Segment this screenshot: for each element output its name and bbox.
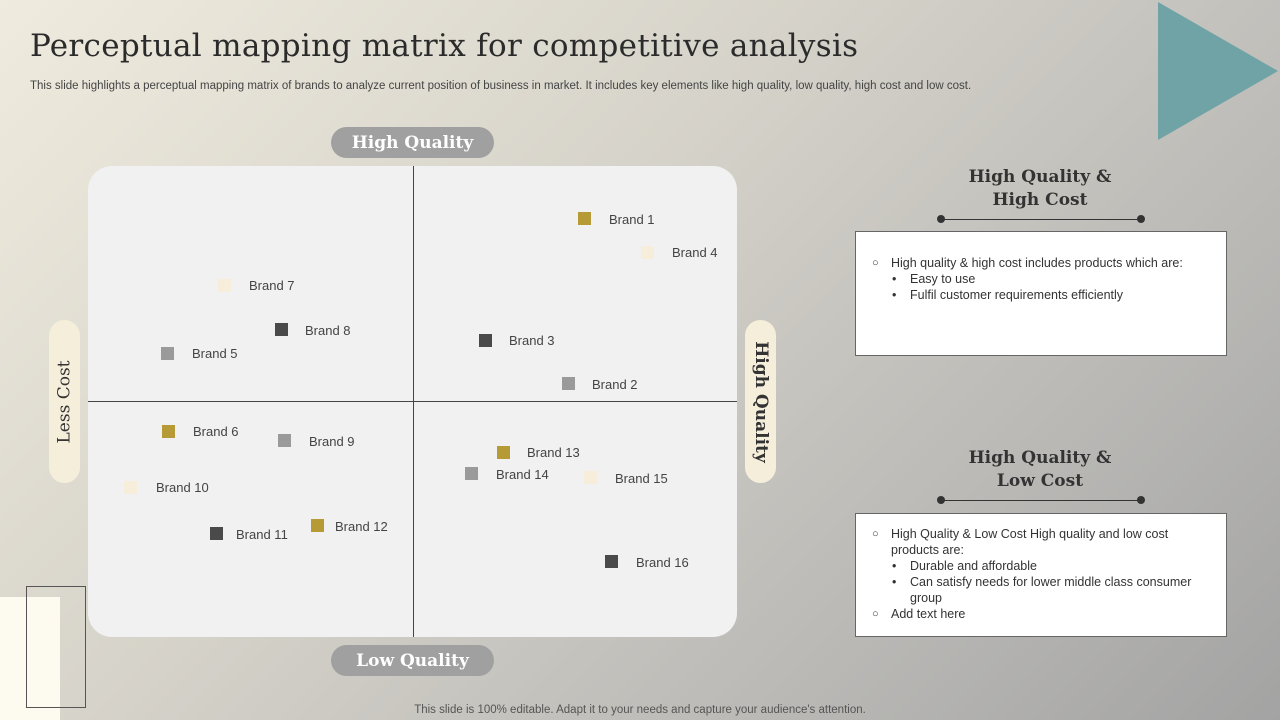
- category-high-cost-title-line2: High Cost: [992, 190, 1088, 210]
- brand-14-label: Brand 14: [496, 467, 549, 482]
- category-high-cost-intro: High quality & high cost includes produc…: [872, 255, 1208, 271]
- brand-13-marker: [497, 446, 510, 459]
- category-high-cost-title: High Quality & High Cost: [930, 166, 1150, 212]
- category-high-cost-box: High quality & high cost includes produc…: [855, 231, 1227, 356]
- category-high-cost-title-line1: High Quality &: [968, 167, 1112, 187]
- category-low-cost-intro: High Quality & Low Cost High quality and…: [872, 526, 1208, 558]
- brand-6-marker: [162, 425, 175, 438]
- brand-10-marker: [124, 481, 137, 494]
- brand-3-label: Brand 3: [509, 333, 555, 348]
- slide-footer: This slide is 100% editable. Adapt it to…: [414, 704, 866, 716]
- brand-5-label: Brand 5: [192, 346, 238, 361]
- category-low-cost-list: High Quality & Low Cost High quality and…: [872, 526, 1208, 622]
- category-low-cost-box: High Quality & Low Cost High quality and…: [855, 513, 1227, 637]
- corner-rectangle-fill-decoration: [0, 597, 60, 720]
- brand-1-marker: [578, 212, 591, 225]
- category-low-cost-bullet: Can satisfy needs for lower middle class…: [872, 574, 1208, 606]
- brand-12-label: Brand 12: [335, 519, 388, 534]
- brand-11-marker: [210, 527, 223, 540]
- connector-line: [941, 219, 1141, 220]
- horizontal-axis-line: [88, 401, 737, 402]
- brand-4-label: Brand 4: [672, 245, 718, 260]
- brand-9-marker: [278, 434, 291, 447]
- brand-16-label: Brand 16: [636, 555, 689, 570]
- axis-label-left-text: Less Cost: [54, 360, 75, 443]
- brand-7-label: Brand 7: [249, 278, 295, 293]
- category-high-cost-bullet: Easy to use: [872, 271, 1208, 287]
- perceptual-matrix: Brand 1 Brand 4 Brand 7 Brand 8 Brand 5 …: [88, 166, 737, 637]
- slide-subtitle: This slide highlights a perceptual mappi…: [30, 80, 972, 92]
- brand-5-marker: [161, 347, 174, 360]
- category-low-cost-bullet: Durable and affordable: [872, 558, 1208, 574]
- brand-2-marker: [562, 377, 575, 390]
- corner-triangle-decoration: [1158, 2, 1278, 140]
- brand-1-label: Brand 1: [609, 212, 655, 227]
- brand-6-label: Brand 6: [193, 424, 239, 439]
- brand-13-label: Brand 13: [527, 445, 580, 460]
- axis-label-right-text: High Quality: [750, 340, 771, 463]
- brand-8-marker: [275, 323, 288, 336]
- category-high-cost-bullet: Fulfil customer requirements efficiently: [872, 287, 1208, 303]
- axis-label-right: High Quality: [745, 320, 776, 483]
- brand-11-label: Brand 11: [236, 527, 288, 542]
- slide-title: Perceptual mapping matrix for competitiv…: [30, 28, 859, 64]
- brand-9-label: Brand 9: [309, 434, 355, 449]
- brand-12-marker: [311, 519, 324, 532]
- connector-line: [941, 500, 1141, 501]
- corner-rectangle-outline-decoration: [26, 586, 86, 708]
- brand-15-label: Brand 15: [615, 471, 668, 486]
- axis-label-top: High Quality: [331, 127, 494, 158]
- connector-dot-right: [1137, 496, 1145, 504]
- connector-dot-right: [1137, 215, 1145, 223]
- brand-10-label: Brand 10: [156, 480, 209, 495]
- axis-label-left: Less Cost: [49, 320, 80, 483]
- brand-15-marker: [584, 471, 597, 484]
- brand-16-marker: [605, 555, 618, 568]
- brand-3-marker: [479, 334, 492, 347]
- brand-14-marker: [465, 467, 478, 480]
- category-high-cost-list: High quality & high cost includes produc…: [872, 255, 1208, 303]
- category-low-cost-title-line2: Low Cost: [996, 471, 1084, 491]
- brand-4-marker: [641, 246, 654, 259]
- brand-7-marker: [218, 279, 231, 292]
- brand-2-label: Brand 2: [592, 377, 638, 392]
- category-low-cost-extra: Add text here: [872, 606, 1208, 622]
- category-low-cost-title-line1: High Quality &: [968, 448, 1112, 468]
- brand-8-label: Brand 8: [305, 323, 351, 338]
- category-low-cost-title: High Quality & Low Cost: [930, 447, 1150, 493]
- axis-label-bottom: Low Quality: [331, 645, 494, 676]
